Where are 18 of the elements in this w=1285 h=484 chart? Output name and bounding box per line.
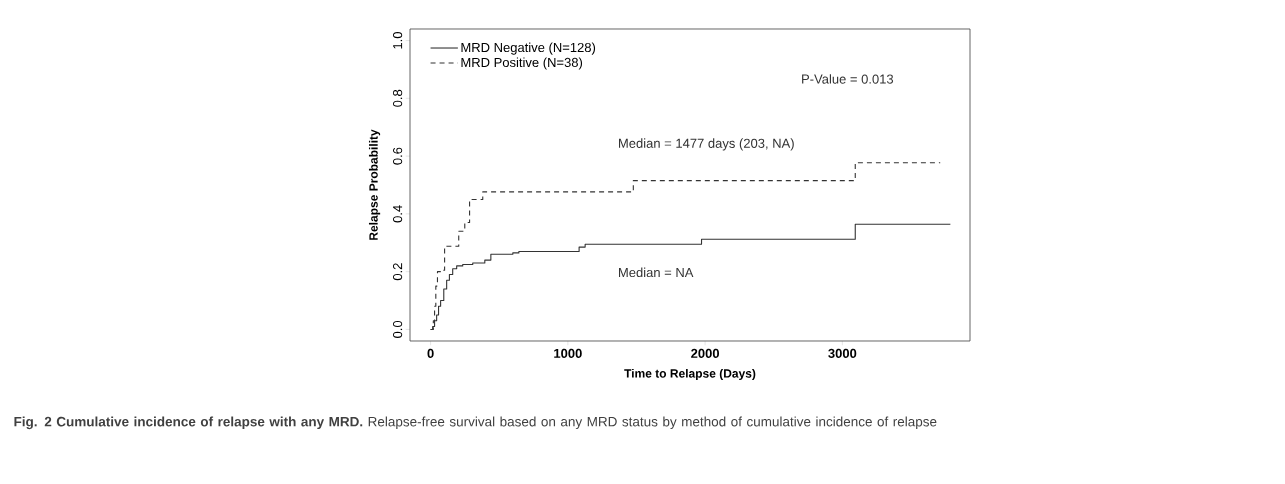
x-axis-title: Time to Relapse (Days) <box>624 368 756 381</box>
x-tick-label: 1000 <box>554 348 582 358</box>
y-tick-label: 0.6 <box>393 147 403 165</box>
annotation: Median = 1477 days (203, NA) <box>619 138 794 151</box>
legend-label: MRD Positive (N=38) <box>461 57 583 70</box>
x-tick-label: 2000 <box>691 348 720 358</box>
y-tick-label: 0.8 <box>393 89 403 107</box>
text: Fig. 2 Cumulative incidence of relapse with any MRD. Relapse-free survival based on any MRD status by method of cumulative incidence of relapse <box>14 416 937 430</box>
annotation: Median = NA <box>619 267 694 278</box>
y-tick-label: 0.4 <box>393 205 403 223</box>
y-tick-label: 0.2 <box>393 263 403 281</box>
y-tick-label: 1.0 <box>393 32 403 49</box>
y-axis-title: Relapse Probability <box>368 129 381 240</box>
y-tick-label: 0.0 <box>393 320 403 338</box>
annotation: P-Value = 0.013 <box>802 74 894 84</box>
legend-label: MRD Negative (N=128) <box>461 42 596 55</box>
x-tick-label: 3000 <box>828 348 857 359</box>
x-tick-label: 0 <box>427 348 434 358</box>
